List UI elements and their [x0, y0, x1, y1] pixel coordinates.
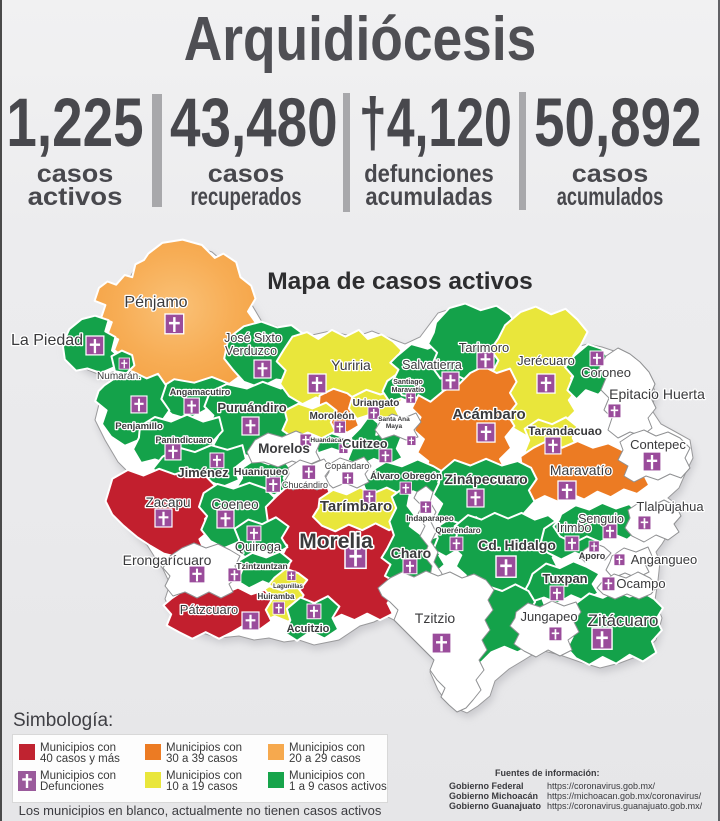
svg-text:Huaniqueo: Huaniqueo [234, 466, 288, 478]
svg-text:Zacapu: Zacapu [145, 495, 190, 510]
svg-text:Pénjamo: Pénjamo [124, 294, 187, 311]
svg-text:Tzitzio: Tzitzio [415, 610, 456, 626]
svg-text:Jungapeo: Jungapeo [520, 609, 577, 624]
svg-text:La Piedad: La Piedad [11, 332, 83, 349]
svg-text:Pátzcuaro: Pátzcuaro [180, 602, 239, 617]
svg-text:Santiago: Santiago [393, 379, 423, 386]
svg-text:Tarandacuao: Tarandacuao [528, 424, 602, 438]
svg-text:Queréndaro: Queréndaro [435, 526, 480, 535]
svg-text:Senguio: Senguio [578, 512, 624, 526]
svg-text:Cuitzeo: Cuitzeo [342, 437, 388, 451]
svg-text:Moroleón: Moroleón [310, 411, 355, 422]
svg-text:Cd. Hidalgo: Cd. Hidalgo [478, 537, 556, 553]
svg-text:Ocampo: Ocampo [616, 576, 665, 591]
svg-text:Morelos: Morelos [258, 441, 310, 456]
svg-text:Álvaro Obregón: Álvaro Obregón [370, 471, 442, 482]
svg-text:Acuitzio: Acuitzio [287, 623, 330, 635]
svg-text:Mapa de casos activos: Mapa de casos activos [267, 268, 533, 295]
svg-text:Tarímbaro: Tarímbaro [320, 498, 392, 515]
svg-text:Verduzco: Verduzco [225, 344, 277, 358]
svg-text:Indaparapeo: Indaparapeo [406, 514, 454, 523]
svg-text:Charo: Charo [391, 545, 431, 561]
svg-text:Yuriria: Yuriria [331, 357, 371, 373]
svg-text:Aporo: Aporo [579, 551, 606, 561]
svg-text:Coroneo: Coroneo [581, 365, 631, 380]
svg-text:Irimbo: Irimbo [557, 521, 592, 535]
svg-text:Erongarícuaro: Erongarícuaro [123, 552, 212, 568]
svg-text:Zitácuaro: Zitácuaro [588, 611, 659, 630]
svg-text:Tzintzuntzan: Tzintzuntzan [236, 561, 287, 571]
svg-text:Acámbaro: Acámbaro [452, 406, 525, 423]
svg-text:Lagunillas: Lagunillas [273, 584, 303, 590]
svg-text:Morelia: Morelia [299, 530, 373, 553]
svg-text:Coeneo: Coeneo [211, 497, 258, 512]
svg-text:Quiroga: Quiroga [235, 539, 282, 554]
svg-text:Numarán.: Numarán. [97, 371, 141, 382]
svg-text:Angamacutiro: Angamacutiro [170, 387, 231, 397]
svg-text:Puruándiro: Puruándiro [217, 400, 286, 415]
svg-text:Copándaro: Copándaro [325, 461, 370, 471]
svg-text:Maya: Maya [386, 423, 403, 430]
svg-text:Contepec: Contepec [630, 437, 686, 452]
svg-text:Angangueo: Angangueo [631, 552, 698, 567]
svg-text:Epitacio Huerta: Epitacio Huerta [609, 386, 705, 402]
svg-text:Uriangato: Uriangato [353, 398, 400, 409]
svg-text:Maravatío: Maravatío [392, 387, 425, 394]
svg-text:Tarimoro: Tarimoro [459, 340, 510, 355]
svg-text:Santa Ana: Santa Ana [378, 416, 410, 423]
svg-text:Penjamillo: Penjamillo [115, 421, 163, 432]
svg-text:Jerécuaro: Jerécuaro [517, 353, 575, 368]
svg-text:José Sixto: José Sixto [224, 331, 282, 345]
svg-text:Zinápecuaro: Zinápecuaro [444, 471, 527, 487]
svg-text:Maravatío: Maravatío [550, 462, 612, 478]
svg-text:Panindicuaro: Panindicuaro [155, 435, 213, 445]
svg-text:Huandacareo: Huandacareo [310, 437, 351, 444]
svg-text:Huiramba: Huiramba [258, 592, 295, 601]
svg-text:Tuxpan: Tuxpan [542, 571, 587, 586]
svg-text:Tlalpujahua: Tlalpujahua [636, 499, 704, 514]
svg-text:Chucándiro: Chucándiro [282, 480, 328, 490]
svg-text:Salvatierra: Salvatierra [402, 358, 462, 372]
svg-text:Jiménez: Jiménez [177, 465, 229, 480]
